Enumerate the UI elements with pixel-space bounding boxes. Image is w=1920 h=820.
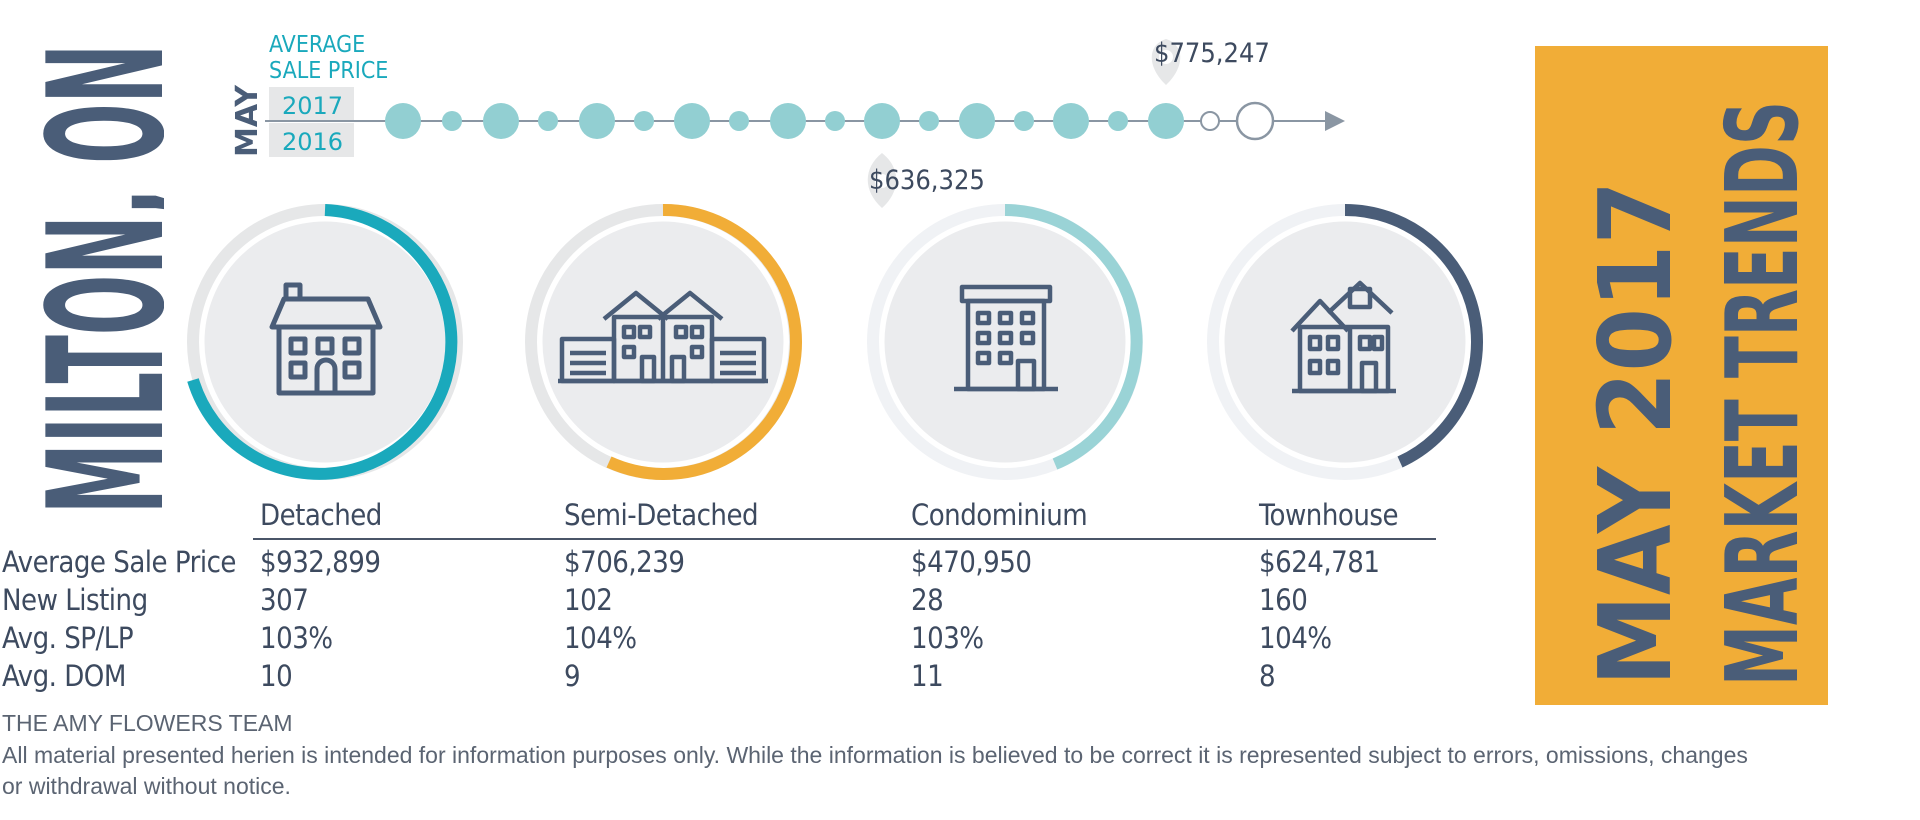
townhouse-progress-arc <box>1344 204 1484 468</box>
banner-line2: MARKET TRENDS <box>1704 101 1821 686</box>
table-row: Average Sale Price $932,899 $706,239 $47… <box>0 545 1440 583</box>
timeline-dot <box>770 103 806 139</box>
table-row: New Listing 307 102 28 160 <box>0 583 1440 621</box>
row-label: Avg. DOM <box>2 659 126 693</box>
city-title-text: MILTON, ON <box>14 44 164 514</box>
timeline-dot <box>538 111 558 131</box>
timeline-dot <box>1108 111 1128 131</box>
row-label: New Listing <box>2 583 148 617</box>
cell-townhouse: $624,781 <box>1259 545 1380 579</box>
cell-semi-detached: 102 <box>564 583 613 617</box>
timeline-dot <box>483 103 519 139</box>
timeline-dot <box>579 103 615 139</box>
cell-townhouse: 160 <box>1259 583 1308 617</box>
cell-detached: $932,899 <box>260 545 381 579</box>
disclaimer-text: All material presented herien is intende… <box>2 742 1748 799</box>
year-2016-label: 2016 <box>282 128 343 156</box>
timeline-dot <box>634 111 654 131</box>
cell-detached: 103% <box>260 621 333 655</box>
column-header-townhouse: Townhouse <box>1259 498 1399 532</box>
cell-semi-detached: $706,239 <box>564 545 685 579</box>
city-title: MILTON, ON <box>13 36 200 516</box>
timeline-dot <box>825 111 845 131</box>
row-label: Avg. SP/LP <box>2 621 134 655</box>
timeline-dot <box>674 103 710 139</box>
condominium-icon <box>954 284 1058 392</box>
cell-condominium: 28 <box>911 583 944 617</box>
townhouse-icon <box>1290 280 1396 394</box>
timeline-dot <box>919 111 939 131</box>
timeline-dot-empty <box>1200 111 1220 131</box>
cell-detached: 10 <box>260 659 293 693</box>
cell-condominium: $470,950 <box>911 545 1032 579</box>
cell-detached: 307 <box>260 583 309 617</box>
column-header-detached: Detached <box>260 498 382 532</box>
timeline-dot <box>864 103 900 139</box>
timeline-dot-empty <box>1235 101 1275 141</box>
callout-2017-value: $775,247 <box>1154 38 1270 69</box>
cell-condominium: 103% <box>911 621 984 655</box>
cell-townhouse: 8 <box>1259 659 1276 693</box>
timeline-dots <box>385 101 1275 141</box>
banner-line1: MAY 2017 <box>1577 181 1694 686</box>
timeline-title-line1: AVERAGE <box>269 32 365 58</box>
townhouse-ring <box>1200 197 1490 487</box>
timeline-dot <box>385 103 421 139</box>
table-row: Avg. SP/LP 103% 104% 103% 104% <box>0 621 1440 659</box>
timeline-title-line2: SALE PRICE <box>269 58 388 84</box>
column-header-condominium: Condominium <box>911 498 1088 532</box>
timeline-dot <box>1014 111 1034 131</box>
table-row: Avg. DOM 10 9 11 8 <box>0 659 1440 697</box>
timeline-dot <box>959 103 995 139</box>
column-header-semi-detached: Semi-Detached <box>564 498 759 532</box>
row-label: Average Sale Price <box>2 545 237 579</box>
condominium-progress-arc <box>1004 204 1143 470</box>
month-label: MAY <box>230 84 265 157</box>
timeline-dot <box>1148 103 1184 139</box>
callout-2016: $636,325 <box>867 153 985 208</box>
cell-semi-detached: 104% <box>564 621 637 655</box>
average-sale-price-timeline: MAY AVERAGE SALE PRICE 2017 2016 <box>225 25 1355 225</box>
timeline-dot <box>1053 103 1089 139</box>
condominium-ring <box>860 197 1150 487</box>
timeline-dot <box>442 111 462 131</box>
year-2017-label: 2017 <box>282 92 343 120</box>
timeline-dot <box>729 111 749 131</box>
detached-progress-arc <box>187 204 458 480</box>
market-trends-banner: MAY 2017 MARKET TRENDS <box>1535 46 1828 705</box>
semi-detached-house-icon <box>558 290 768 384</box>
team-name: THE AMY FLOWERS TEAM <box>2 710 293 736</box>
cell-townhouse: 104% <box>1259 621 1332 655</box>
cell-condominium: 11 <box>911 659 944 693</box>
semi-detached-progress-arc <box>606 203 802 480</box>
semi-detached-ring <box>518 197 808 487</box>
header-rule <box>253 538 1436 540</box>
detached-ring <box>180 197 470 487</box>
callout-2016-value: $636,325 <box>869 165 985 196</box>
detached-house-icon <box>269 282 383 396</box>
cell-semi-detached: 9 <box>564 659 581 693</box>
callout-2017: $775,247 <box>1151 38 1270 85</box>
